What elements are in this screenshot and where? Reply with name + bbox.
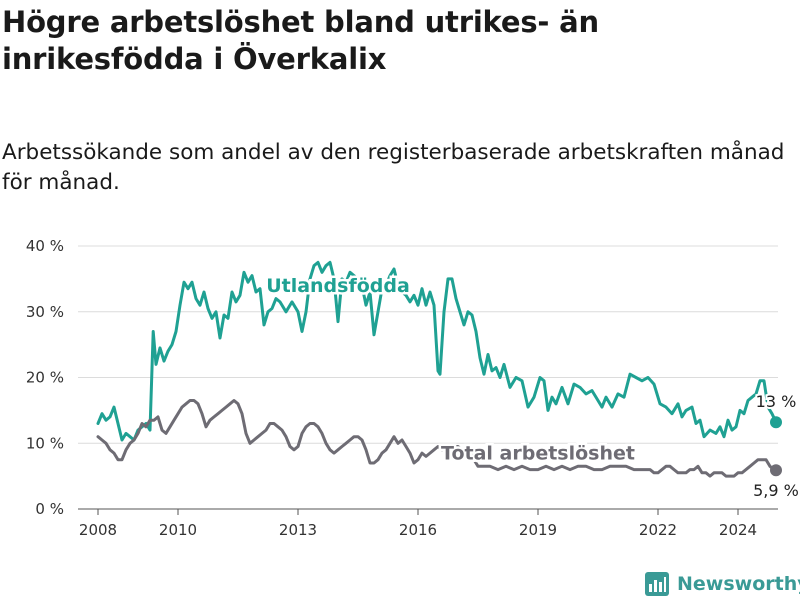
line-chart: 0 % 10 % 20 % 30 % 40 % 2008 2010 2013 2016 2019… [26, 237, 800, 539]
x-tick-label: 2016 [399, 521, 437, 539]
x-tick-label: 2022 [639, 521, 677, 539]
x-axis: 2008 2010 2013 2016 2019 2022 2024 [78, 508, 778, 539]
x-tick-label: 2019 [519, 521, 557, 539]
series-name-label-1: Total arbetslöshet [441, 443, 635, 465]
newsworthy-logo[interactable]: Newsworthy [645, 570, 800, 598]
y-tick-label: 40 % [26, 237, 64, 255]
series-end-marker-1 [770, 464, 782, 477]
series-end-label-0: 13 % [756, 392, 797, 411]
y-tick-label: 10 % [26, 434, 64, 452]
series-line-1 [96, 399, 778, 478]
series-labels: 13 % 5,9 % Utlandsfödda Total arbetslöshet [264, 273, 800, 503]
series-end-marker-0 [770, 416, 782, 429]
x-tick-label: 2008 [79, 521, 117, 539]
brand-name: Newsworthy [677, 573, 800, 595]
y-tick-label: 20 % [26, 369, 64, 387]
x-tick-label: 2010 [159, 521, 197, 539]
page-subtitle: Arbetssökande som andel av den registerb… [2, 140, 785, 195]
series-lines [96, 260, 782, 478]
x-tick-label: 2013 [279, 521, 317, 539]
page-title: Högre arbetslöshet bland utrikes- än inr… [2, 5, 599, 76]
series-end-label-1: 5,9 % [753, 481, 799, 500]
series-name-label-0: Utlandsfödda [266, 275, 410, 297]
x-tick-label: 2024 [719, 521, 757, 539]
series-line-0 [96, 260, 778, 442]
y-tick-label: 30 % [26, 303, 64, 321]
bar-chart-logo-icon [645, 572, 669, 596]
y-tick-label: 0 % [35, 500, 64, 518]
grid-lines [78, 245, 778, 444]
y-axis-tick-labels: 0 % 10 % 20 % 30 % 40 % [26, 237, 64, 518]
